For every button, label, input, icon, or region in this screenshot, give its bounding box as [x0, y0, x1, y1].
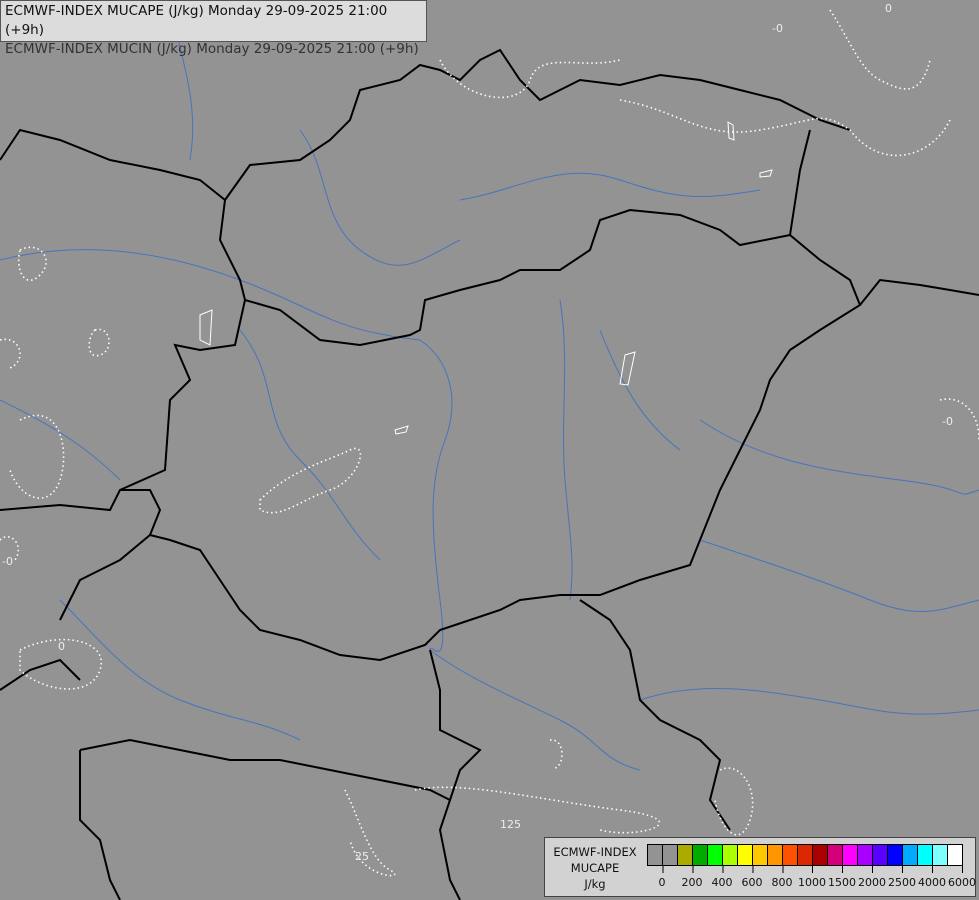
legend-tick-label: 4000 [918, 866, 946, 889]
legend-tick-label: 0 [659, 866, 666, 889]
legend-swatch [858, 845, 873, 865]
legend-swatch [888, 845, 903, 865]
country-borders [0, 48, 979, 900]
legend-tick-label: 2000 [858, 866, 886, 889]
legend-swatch [708, 845, 723, 865]
legend-swatch [678, 845, 693, 865]
legend-swatch [873, 845, 888, 865]
legend-swatch [843, 845, 858, 865]
legend-swatch [663, 845, 678, 865]
legend-title-model: ECMWF-INDEX [553, 845, 637, 859]
legend-tick-label: 200 [682, 866, 703, 889]
legend-swatch [798, 845, 813, 865]
legend-title: ECMWF-INDEX MUCAPE J/kg [549, 844, 641, 892]
legend-swatch [693, 845, 708, 865]
legend-swatch [948, 845, 962, 865]
color-legend: ECMWF-INDEX MUCAPE J/kg 0 200 400 600 800 100… [544, 837, 976, 897]
legend-tick-label: 2500 [888, 866, 916, 889]
title-mucape: ECMWF-INDEX MUCAPE (J/kg) Monday 29-09-2… [5, 3, 388, 38]
title-mucin: ECMWF-INDEX MUCIN (J/kg) Monday 29-09-20… [5, 41, 419, 57]
legend-swatch [768, 845, 783, 865]
legend-tick-label: 600 [742, 866, 763, 889]
legend-tick-label: 6000 [948, 866, 976, 889]
mucin-contours [0, 9, 979, 877]
legend-ticks: 0 200 400 600 800 1000 1500 2000 2500 4000 6000 [647, 866, 976, 892]
rivers [0, 0, 979, 771]
map-title-box: ECMWF-INDEX MUCAPE (J/kg) Monday 29-09-2… [0, 0, 427, 57]
contour-label: -0 [2, 555, 13, 568]
contour-label: 125 [500, 818, 521, 831]
legend-swatch [918, 845, 933, 865]
contour-label: 0 [885, 2, 892, 15]
legend-swatch [933, 845, 948, 865]
legend-swatch [723, 845, 738, 865]
legend-swatch [648, 845, 663, 865]
legend-swatch [828, 845, 843, 865]
legend-swatch [813, 845, 828, 865]
legend-title-parameter: MUCAPE [570, 861, 620, 875]
legend-unit: J/kg [584, 877, 606, 891]
legend-swatch [753, 845, 768, 865]
legend-tick-label: 800 [772, 866, 793, 889]
white-contour-outlines [199, 121, 773, 435]
legend-swatch [783, 845, 798, 865]
legend-swatches [647, 844, 963, 866]
contour-label: 25 [355, 850, 369, 863]
legend-tick-label: 1500 [828, 866, 856, 889]
legend-tick-label: 1000 [798, 866, 826, 889]
legend-tick-label: 400 [712, 866, 733, 889]
contour-label: -0 [942, 415, 953, 428]
contour-label: 0 [58, 640, 65, 653]
contour-label: -0 [772, 22, 783, 35]
legend-swatch [903, 845, 918, 865]
legend-swatch [738, 845, 753, 865]
